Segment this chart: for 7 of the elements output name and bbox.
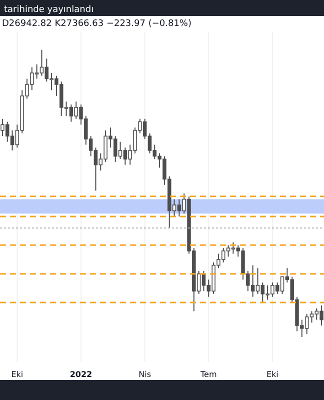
x-tick-label: Eki <box>11 370 24 379</box>
x-tick-label: Tem <box>200 370 217 379</box>
x-tick-label: Eki <box>266 370 278 379</box>
x-tick-label: Nis <box>138 370 152 379</box>
chart-title: tarihinde yayınlandı <box>4 5 94 15</box>
x-tick-label: 2022 <box>70 370 92 379</box>
text: D26942.82 K27366.63 −223.97 (−0.81%) <box>2 19 192 29</box>
